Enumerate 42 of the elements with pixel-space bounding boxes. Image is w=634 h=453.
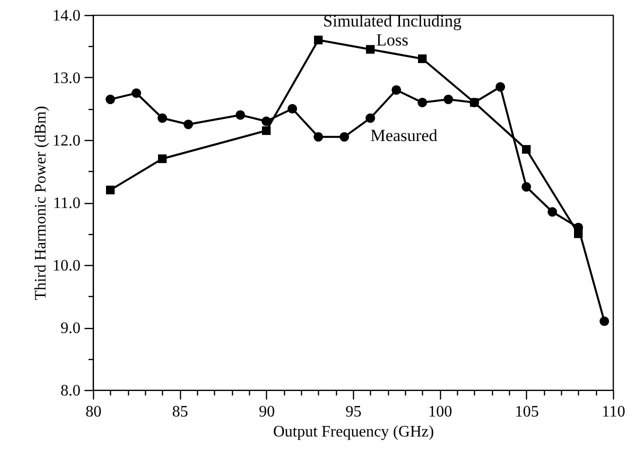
point xyxy=(158,154,167,164)
y-tick-label: 13.0 xyxy=(52,70,80,87)
x-tick-label: 85 xyxy=(172,404,188,420)
x-axis-title: Output Frequency (GHz) xyxy=(273,424,434,440)
point xyxy=(158,113,168,123)
point xyxy=(288,104,298,114)
point xyxy=(548,207,558,217)
point xyxy=(418,98,428,108)
y-tick-label: 10.0 xyxy=(52,258,80,274)
point xyxy=(314,36,323,44)
point xyxy=(106,94,116,104)
point xyxy=(444,94,454,104)
point xyxy=(314,132,324,142)
point xyxy=(418,54,427,64)
x-tick-label: 110 xyxy=(602,404,626,420)
y-tick-label: 11.0 xyxy=(53,195,80,212)
x-tick-label: 95 xyxy=(346,404,362,420)
y-tick-label: 14.0 xyxy=(52,8,80,24)
x-tick-label: 80 xyxy=(86,404,102,420)
point xyxy=(522,145,531,154)
point xyxy=(236,110,246,120)
point xyxy=(522,182,532,192)
y-tick-label: 8.0 xyxy=(60,382,80,400)
point xyxy=(106,186,115,194)
point xyxy=(496,82,506,92)
point xyxy=(600,316,610,326)
y-tick-label: 9.0 xyxy=(60,320,80,337)
point xyxy=(132,88,142,98)
x-tick-label: 100 xyxy=(428,404,452,420)
series-label: Measured xyxy=(370,126,438,146)
point xyxy=(340,132,350,142)
point xyxy=(366,45,375,54)
point xyxy=(262,126,271,135)
point xyxy=(392,85,402,95)
y-axis-title: Third Harmonic Power (dBm) xyxy=(32,106,50,300)
x-tick-label: 105 xyxy=(514,404,539,420)
point xyxy=(262,116,272,126)
x-tick-label: 90 xyxy=(258,404,275,420)
y-tick-label: 12.0 xyxy=(52,132,80,150)
series-label: Simulated Including Loss xyxy=(323,11,462,50)
point xyxy=(366,113,376,123)
point xyxy=(184,120,194,130)
